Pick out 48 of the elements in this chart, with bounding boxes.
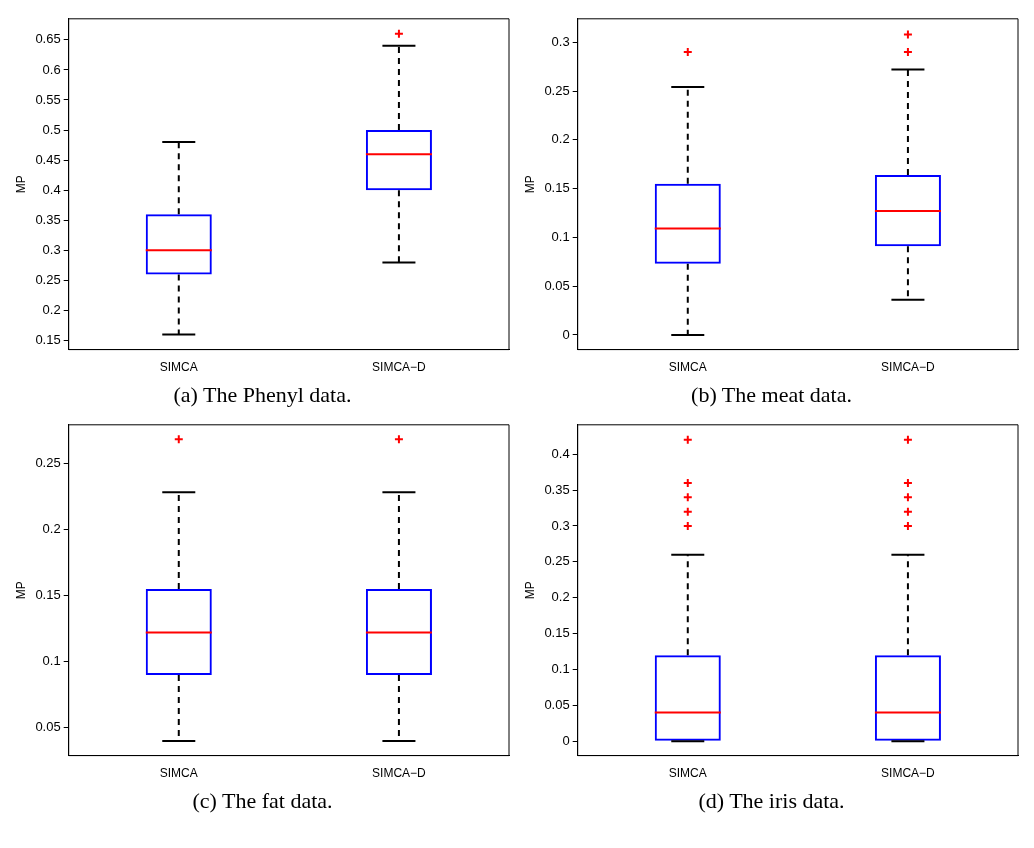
x-tick-label: SIMCA [668,766,707,781]
y-axis-title: MP [13,581,28,600]
x-tick-label: SIMCA−D [372,360,427,375]
text: (a) The Phenyl data. [173,382,352,408]
y-tick-label: 0.3 [42,241,61,257]
y-tick-label: 0.05 [544,277,570,293]
y-tick-label: 0.2 [42,520,61,536]
y-tick-label: 0 [562,326,570,342]
y-tick-label: 0 [562,732,570,748]
y-tick-label: 0.2 [551,589,570,605]
y-tick-label: 0.15 [544,180,570,196]
y-tick-label: 0.1 [42,653,61,669]
y-tick-label: 0.6 [42,61,61,77]
y-tick-label: 0.15 [35,587,61,603]
y-tick-label: 0.65 [35,31,61,47]
text: (b) The meat data. [691,382,852,408]
text: (d) The iris data. [698,788,845,814]
x-tick-label: SIMCA [159,766,198,781]
x-tick-label: SIMCA [668,360,707,375]
y-tick-label: 0.25 [35,272,61,288]
x-tick-label: SIMCA−D [881,766,936,781]
y-tick-label: 0.2 [551,131,570,147]
y-tick-label: 0.35 [544,481,570,497]
x-tick-label: SIMCA [159,360,198,375]
x-tick-label: SIMCA−D [881,360,936,375]
y-axis-title: MP [522,175,537,194]
y-tick-label: 0.35 [35,211,61,227]
y-tick-label: 0.05 [544,696,570,712]
y-tick-label: 0.4 [551,445,570,461]
y-tick-label: 0.2 [42,302,61,318]
y-tick-label: 0.1 [551,228,570,244]
y-tick-label: 0.25 [544,82,570,98]
y-tick-label: 0.15 [35,332,61,348]
y-tick-label: 0.25 [544,553,570,569]
x-tick-label: SIMCA−D [372,766,427,781]
text: (c) The fat data. [192,788,333,814]
y-axis-title: MP [13,175,28,194]
y-tick-label: 0.3 [551,33,570,49]
y-tick-label: 0.5 [42,121,61,137]
y-tick-label: 0.25 [35,454,61,470]
y-axis-title: MP [522,581,537,600]
y-tick-label: 0.1 [551,661,570,677]
y-tick-label: 0.15 [544,625,570,641]
y-tick-label: 0.4 [42,181,61,197]
y-tick-label: 0.05 [35,719,61,735]
y-tick-label: 0.3 [551,517,570,533]
y-tick-label: 0.55 [35,91,61,107]
y-tick-label: 0.45 [35,151,61,167]
